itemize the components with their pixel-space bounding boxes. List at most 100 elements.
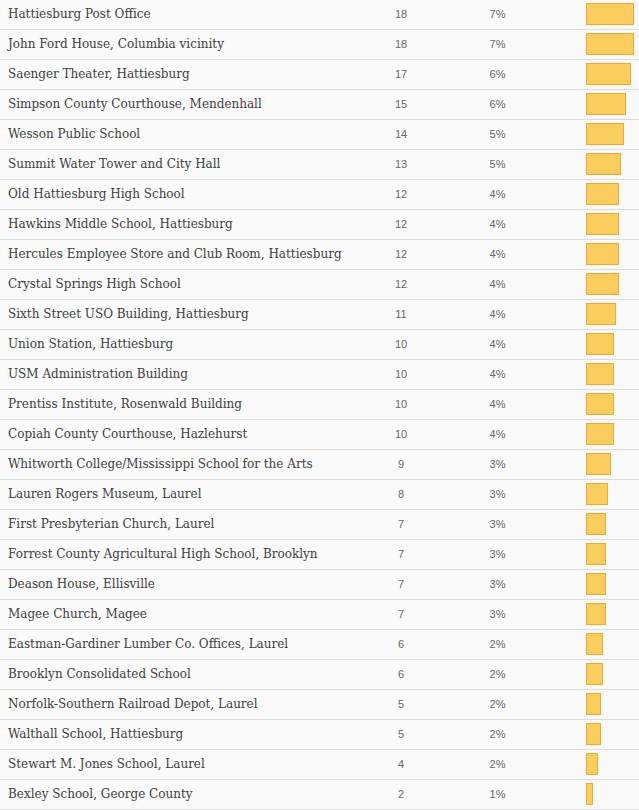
response-count: 11 — [381, 300, 421, 329]
response-percent: 2% — [477, 630, 518, 659]
bar-cell — [586, 213, 639, 235]
response-percent: 4% — [477, 330, 518, 359]
response-percent: 3% — [477, 450, 518, 479]
site-name: Hattiesburg Post Office — [8, 0, 151, 29]
bar-cell — [586, 123, 639, 145]
bar — [586, 453, 611, 475]
table-row: Walthall School, Hattiesburg 5 2% — [0, 720, 639, 750]
response-count: 4 — [381, 750, 421, 779]
table-row: Simpson County Courthouse, Mendenhall 15… — [0, 90, 639, 120]
bar-cell — [586, 573, 639, 595]
site-name: Forrest County Agricultural High School,… — [8, 540, 318, 569]
response-count: 7 — [381, 510, 421, 539]
response-percent: 4% — [477, 210, 518, 239]
bar-cell — [586, 753, 639, 775]
site-name: Brooklyn Consolidated School — [8, 660, 191, 689]
response-percent: 4% — [477, 360, 518, 389]
site-name: Whitworth College/Mississippi School for… — [8, 450, 313, 479]
site-name: Simpson County Courthouse, Mendenhall — [8, 90, 262, 119]
response-count: 9 — [381, 450, 421, 479]
response-count: 13 — [381, 150, 421, 179]
table-row: Copiah County Courthouse, Hazlehurst 10 … — [0, 420, 639, 450]
response-percent: 3% — [477, 600, 518, 629]
bar — [586, 273, 619, 295]
response-percent: 3% — [477, 570, 518, 599]
response-count: 15 — [381, 90, 421, 119]
bar-cell — [586, 183, 639, 205]
response-count: 12 — [381, 270, 421, 299]
response-count: 6 — [381, 660, 421, 689]
response-percent: 2% — [477, 720, 518, 749]
response-count: 7 — [381, 540, 421, 569]
table-row: Brooklyn Consolidated School 6 2% — [0, 660, 639, 690]
response-count: 8 — [381, 480, 421, 509]
bar-cell — [586, 153, 639, 175]
bar-cell — [586, 633, 639, 655]
table-row: Old Hattiesburg High School 12 4% — [0, 180, 639, 210]
table-row: USM Administration Building 10 4% — [0, 360, 639, 390]
bar-cell — [586, 603, 639, 625]
bar — [586, 213, 619, 235]
site-name: Saenger Theater, Hattiesburg — [8, 60, 190, 89]
response-count: 12 — [381, 240, 421, 269]
bar-cell — [586, 243, 639, 265]
bar — [586, 183, 619, 205]
response-percent: 4% — [477, 420, 518, 449]
bar-cell — [586, 273, 639, 295]
bar-cell — [586, 3, 639, 25]
response-count: 5 — [381, 690, 421, 719]
site-name: Copiah County Courthouse, Hazlehurst — [8, 420, 247, 449]
site-name: John Ford House, Columbia vicinity — [8, 30, 224, 59]
site-name: Hawkins Middle School, Hattiesburg — [8, 210, 233, 239]
response-percent: 1% — [477, 780, 518, 809]
response-percent: 6% — [477, 60, 518, 89]
bar-cell — [586, 423, 639, 445]
bar — [586, 663, 603, 685]
response-percent: 4% — [477, 180, 518, 209]
bar — [586, 333, 614, 355]
table-row: Bexley School, George County 2 1% — [0, 780, 639, 810]
bar-cell — [586, 363, 639, 385]
response-count: 14 — [381, 120, 421, 149]
site-name: Summit Water Tower and City Hall — [8, 150, 220, 179]
bar — [586, 243, 619, 265]
site-name: Deason House, Ellisville — [8, 570, 155, 599]
response-percent: 5% — [477, 120, 518, 149]
site-name: Hercules Employee Store and Club Room, H… — [8, 240, 342, 269]
bar — [586, 33, 634, 55]
site-name: Magee Church, Magee — [8, 600, 147, 629]
table-row: Magee Church, Magee 7 3% — [0, 600, 639, 630]
response-count: 10 — [381, 330, 421, 359]
bar — [586, 693, 601, 715]
response-count: 7 — [381, 570, 421, 599]
table-row: Deason House, Ellisville 7 3% — [0, 570, 639, 600]
bar-cell — [586, 663, 639, 685]
response-percent: 4% — [477, 270, 518, 299]
site-name: Wesson Public School — [8, 120, 140, 149]
response-percent: 3% — [477, 510, 518, 539]
response-percent: 4% — [477, 240, 518, 269]
response-count: 18 — [381, 30, 421, 59]
table-row: Whitworth College/Mississippi School for… — [0, 450, 639, 480]
site-name: Stewart M. Jones School, Laurel — [8, 750, 205, 779]
response-count: 10 — [381, 390, 421, 419]
bar-cell — [586, 693, 639, 715]
site-name: USM Administration Building — [8, 360, 188, 389]
bar — [586, 603, 606, 625]
table-row: Hercules Employee Store and Club Room, H… — [0, 240, 639, 270]
site-name: Sixth Street USO Building, Hattiesburg — [8, 300, 249, 329]
response-percent: 6% — [477, 90, 518, 119]
table-row: Lauren Rogers Museum, Laurel 8 3% — [0, 480, 639, 510]
bar-cell — [586, 333, 639, 355]
bar — [586, 123, 624, 145]
bar — [586, 573, 606, 595]
table-row: John Ford House, Columbia vicinity 18 7% — [0, 30, 639, 60]
table-row: Saenger Theater, Hattiesburg 17 6% — [0, 60, 639, 90]
bar-cell — [586, 453, 639, 475]
site-name: First Presbyterian Church, Laurel — [8, 510, 214, 539]
bar — [586, 483, 608, 505]
site-name: Bexley School, George County — [8, 780, 193, 809]
bar-cell — [586, 303, 639, 325]
response-count: 6 — [381, 630, 421, 659]
response-percent: 7% — [477, 0, 518, 29]
